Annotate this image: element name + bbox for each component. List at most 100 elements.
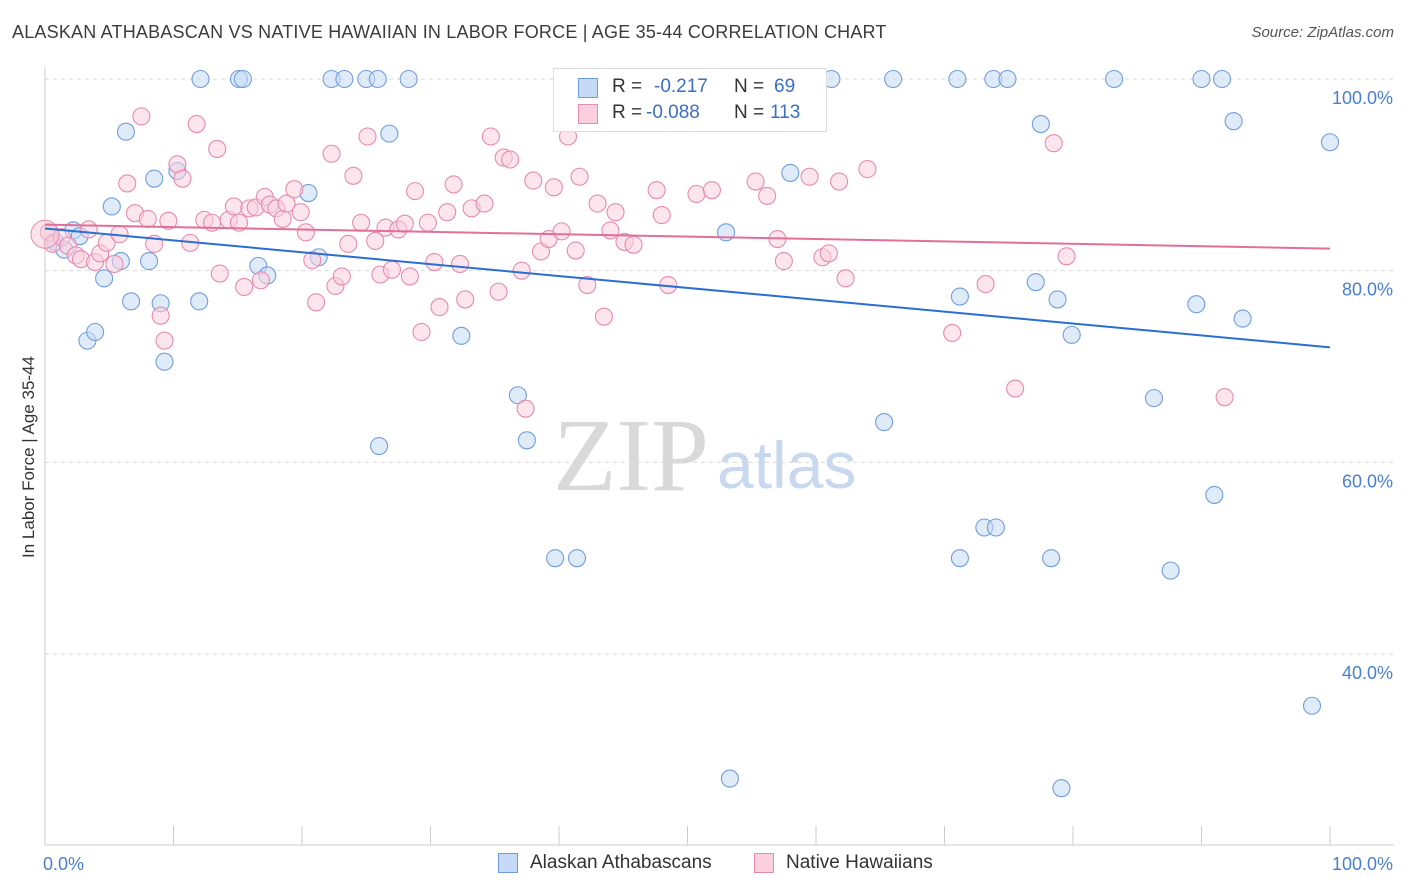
data-point [382,260,402,279]
data-point [155,331,174,350]
data-point [352,213,371,232]
x-tick-label-right: 100.0% [1332,854,1393,874]
data-point [430,298,449,317]
data-point [332,267,351,286]
data-point [475,194,494,213]
data-point [118,174,137,193]
bottom-legend-label-athabascan: Alaskan Athabascans [530,852,712,873]
y-tick-label: 100.0% [1332,88,1393,108]
data-point [155,352,174,371]
data-point [976,275,995,294]
legend-swatch-athabascan [578,78,598,98]
data-point [438,203,457,222]
data-point [116,122,136,141]
data-point [512,261,531,280]
data-point [1161,561,1180,580]
data-point [746,172,765,191]
data-point [105,254,124,274]
data-point [720,769,739,788]
data-point [190,292,209,311]
data-point [516,399,535,418]
watermark-atlas: atlas [717,428,856,502]
data-point [140,252,159,271]
data-point [1042,549,1061,568]
data-point [307,293,326,312]
data-point [1144,389,1164,408]
data-point [418,213,437,232]
data-point [380,124,399,143]
data-point [285,180,304,199]
data-point [400,267,419,286]
data-point [358,127,377,146]
data-point [1213,69,1232,89]
data-point [652,206,671,225]
data-point [552,222,571,241]
data-point [1192,69,1211,89]
data-point [884,69,903,89]
data-point [819,244,838,263]
data-point [836,269,855,288]
data-point [1224,112,1243,131]
data-point [322,144,341,163]
y-tick-label: 80.0% [1342,280,1393,300]
data-point [606,203,625,222]
data-point [702,181,721,200]
source-label: Source: ZipAtlas.com [1251,24,1394,41]
data-point [1052,779,1071,798]
chart-title: ALASKAN ATHABASCAN VS NATIVE HAWAIIAN IN… [12,22,887,42]
data-point [687,184,706,204]
data-point [1026,273,1045,292]
data-point [395,214,414,233]
data-point [601,221,620,240]
trend-line-1 [44,223,1331,250]
data-point [191,69,210,89]
data-point [187,114,206,134]
data-point [452,326,471,345]
data-point [875,413,894,432]
data-point [501,150,520,169]
data-point [291,203,310,222]
data-point [425,252,444,272]
y-axis-label: In Labor Force | Age 35-44 [19,356,38,558]
data-point [273,209,292,228]
data-point [1062,325,1081,344]
data-point [456,290,475,309]
data-point [546,549,565,568]
data-point [950,549,969,568]
legend-r-value: -0.088 [646,102,700,123]
data-point [544,178,563,197]
data-point [145,169,164,188]
y-tick-label: 40.0% [1342,663,1393,683]
data-point [303,251,322,270]
legend-r-key: R = [612,76,643,97]
data-point [1302,696,1322,715]
data-point [102,197,121,216]
data-point [800,167,819,186]
data-point [578,275,597,295]
data-point [986,518,1005,537]
data-point [1215,388,1234,407]
data-point [1205,485,1224,504]
legend-r-key: R = [612,102,643,123]
legend-n-value: 113 [770,102,801,123]
x-tick-label-left: 0.0% [43,854,84,874]
data-point [451,254,470,274]
data-point [1105,69,1124,89]
stats-legend: R = -0.217 N = 69 R = -0.088 N = 113 [553,68,827,132]
axes [44,67,1394,846]
data-point [594,307,614,326]
data-point [943,323,962,343]
data-point [296,223,315,242]
data-point [1320,133,1340,152]
data-point [588,194,607,213]
legend-r-value: -0.217 [654,76,708,97]
data-point [1044,134,1063,153]
data-point [858,160,877,179]
data-point [95,269,114,288]
data-point [224,197,243,216]
data-point [277,194,296,213]
data-point [781,163,800,182]
data-point [86,322,105,342]
data-point [251,271,270,290]
